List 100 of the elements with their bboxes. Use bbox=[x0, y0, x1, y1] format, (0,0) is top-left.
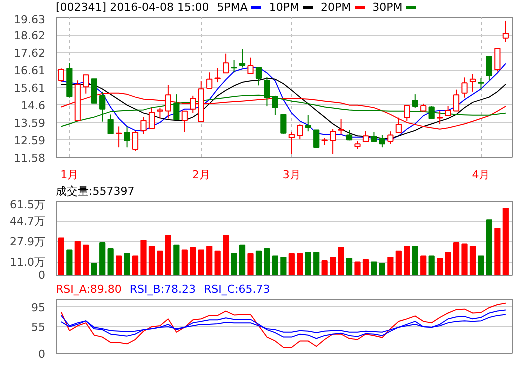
bar bbox=[66, 250, 73, 276]
bar bbox=[486, 220, 493, 276]
bar bbox=[256, 250, 262, 276]
bar bbox=[280, 256, 287, 276]
legend-label: 10PM bbox=[269, 1, 300, 14]
bar bbox=[379, 262, 386, 276]
bar bbox=[322, 260, 328, 276]
bar bbox=[124, 253, 130, 276]
bar bbox=[165, 235, 172, 276]
candlestick bbox=[486, 56, 493, 82]
bar bbox=[297, 253, 304, 276]
bar bbox=[214, 250, 221, 276]
bar bbox=[338, 247, 344, 276]
bar bbox=[453, 242, 460, 276]
line-series bbox=[60, 302, 506, 348]
legend-label: 5PMA bbox=[217, 1, 249, 14]
chart-title: 成交量:557397 bbox=[56, 185, 135, 198]
bar bbox=[445, 252, 452, 276]
candlestick bbox=[124, 126, 130, 148]
candlestick bbox=[190, 95, 196, 114]
candlestick bbox=[239, 48, 246, 68]
x-tick-label: 2月 bbox=[192, 168, 210, 182]
bar bbox=[116, 256, 122, 276]
candlestick bbox=[83, 74, 90, 94]
y-tick-label: 0 bbox=[38, 348, 46, 361]
bar bbox=[437, 258, 444, 276]
bar bbox=[478, 256, 484, 276]
candlestick bbox=[58, 68, 64, 83]
bar bbox=[140, 240, 147, 276]
bar bbox=[362, 259, 370, 276]
y-tick-label: 55 bbox=[32, 321, 46, 334]
candlestick bbox=[379, 134, 386, 148]
candlestick bbox=[330, 128, 336, 155]
legend-label: 20PM bbox=[320, 1, 352, 14]
bar bbox=[132, 256, 139, 276]
x-tick-label: 1月 bbox=[60, 168, 79, 182]
candlestick bbox=[437, 110, 444, 125]
candlestick bbox=[288, 132, 295, 155]
bar bbox=[223, 235, 230, 276]
candlestick bbox=[116, 126, 122, 148]
candlestick bbox=[248, 57, 254, 75]
y-tick-label: 17.62 bbox=[14, 46, 46, 60]
line-series bbox=[60, 310, 506, 340]
candlestick bbox=[132, 130, 139, 152]
text: RSI_A:89.80 bbox=[56, 283, 122, 296]
candlestick bbox=[502, 20, 509, 43]
candlestick bbox=[404, 104, 410, 122]
candlestick bbox=[214, 68, 221, 84]
y-tick-label: 14.6 bbox=[21, 99, 46, 112]
text: RSI_B:78.23 bbox=[130, 283, 196, 296]
bar bbox=[74, 241, 81, 276]
bar bbox=[190, 247, 196, 276]
y-tick-label: 95 bbox=[32, 301, 46, 314]
bar bbox=[264, 248, 270, 276]
bar bbox=[288, 253, 295, 276]
y-tick-label: 44.7万 bbox=[10, 215, 46, 228]
bar bbox=[239, 244, 246, 276]
x-tick-label: 4月 bbox=[472, 168, 490, 182]
bar bbox=[58, 238, 64, 276]
bar bbox=[272, 256, 278, 276]
bar bbox=[174, 244, 180, 276]
bar bbox=[248, 253, 254, 276]
y-tick-label: 61.5万 bbox=[10, 198, 46, 212]
y-tick-label: 0 bbox=[38, 269, 46, 282]
candlestick bbox=[182, 110, 188, 133]
candlestick bbox=[148, 107, 156, 130]
candlestick bbox=[108, 114, 114, 134]
bar bbox=[148, 246, 156, 276]
candlestick bbox=[280, 114, 287, 134]
x-tick-label: 3月 bbox=[282, 168, 301, 182]
bar bbox=[396, 250, 402, 276]
chart-title: [002341] 2016-04-08 15:00 bbox=[56, 1, 210, 14]
y-tick-label: 11.0万 bbox=[10, 256, 46, 269]
candlestick bbox=[140, 116, 147, 135]
bar bbox=[108, 248, 114, 276]
bar bbox=[182, 250, 188, 276]
bar bbox=[206, 246, 213, 276]
bar bbox=[420, 256, 427, 276]
bar bbox=[305, 252, 312, 276]
bar bbox=[314, 252, 320, 276]
y-tick-label: 12.59 bbox=[14, 134, 46, 148]
candlestick bbox=[362, 130, 370, 143]
bar bbox=[231, 253, 238, 276]
candlestick bbox=[478, 78, 484, 90]
y-tick-label: 19.63 bbox=[14, 14, 46, 26]
candlestick bbox=[297, 124, 304, 140]
candlestick bbox=[453, 89, 460, 112]
bar bbox=[100, 242, 106, 276]
y-tick-label: 27.9万 bbox=[10, 235, 46, 248]
y-tick-label: 16.61 bbox=[14, 64, 46, 78]
bar bbox=[470, 246, 476, 276]
bar bbox=[198, 250, 204, 276]
text: RSI_C:65.73 bbox=[204, 283, 270, 296]
bar bbox=[412, 246, 418, 276]
candlestick bbox=[494, 48, 501, 72]
candlestick bbox=[445, 106, 452, 116]
candlestick bbox=[223, 53, 230, 74]
candlestick bbox=[388, 131, 394, 145]
bar bbox=[330, 256, 336, 276]
bar bbox=[157, 250, 164, 276]
